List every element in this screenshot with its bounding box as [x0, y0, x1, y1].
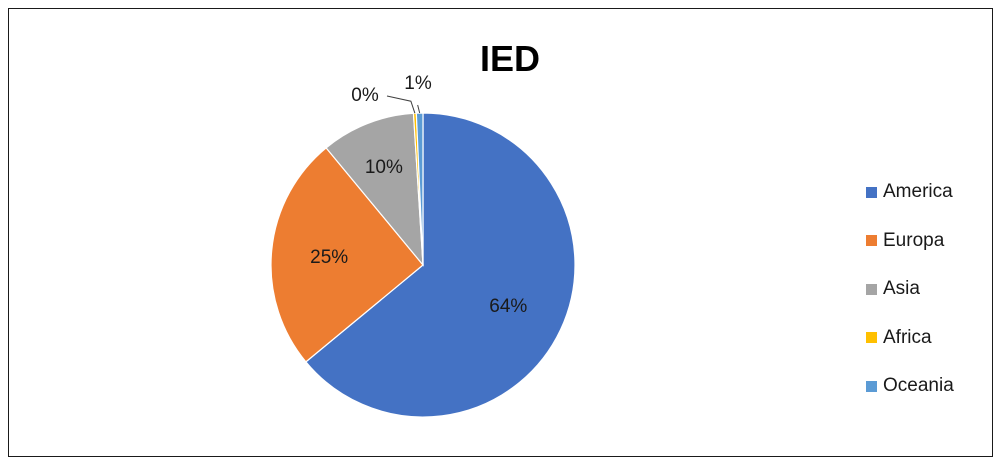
legend-item-africa: Africa	[866, 314, 954, 363]
pie-slice-oceania	[415, 112, 424, 266]
data-label-america: 64%	[489, 296, 527, 317]
legend: America Europa Asia Africa Oceania	[866, 168, 954, 411]
legend-swatch-africa	[866, 332, 877, 344]
legend-swatch-europa	[866, 235, 877, 247]
pie-slice-europa	[270, 147, 424, 363]
chart-title: IED	[479, 38, 540, 79]
legend-swatch-america	[866, 186, 877, 198]
data-label-oceania: 1%	[404, 73, 432, 94]
data-label-asia: 10%	[365, 157, 403, 178]
pie-slice-asia	[325, 112, 424, 267]
leader-line-africa	[386, 95, 416, 114]
legend-item-europa: Europa	[866, 217, 954, 266]
data-label-europa: 25%	[310, 247, 348, 268]
legend-item-oceania: Oceania	[866, 362, 954, 411]
legend-swatch-asia	[866, 283, 877, 295]
legend-label-america: America	[883, 181, 953, 203]
pie-slice-america	[305, 112, 576, 418]
legend-item-asia: Asia	[866, 265, 954, 314]
legend-swatch-oceania	[866, 380, 877, 392]
legend-label-asia: Asia	[883, 278, 920, 300]
data-label-africa: 0%	[351, 85, 379, 106]
legend-item-america: America	[866, 168, 954, 217]
legend-label-oceania: Oceania	[883, 375, 954, 397]
legend-label-europa: Europa	[883, 229, 945, 251]
leader-line-oceania	[417, 104, 421, 114]
legend-label-africa: Africa	[883, 326, 932, 348]
